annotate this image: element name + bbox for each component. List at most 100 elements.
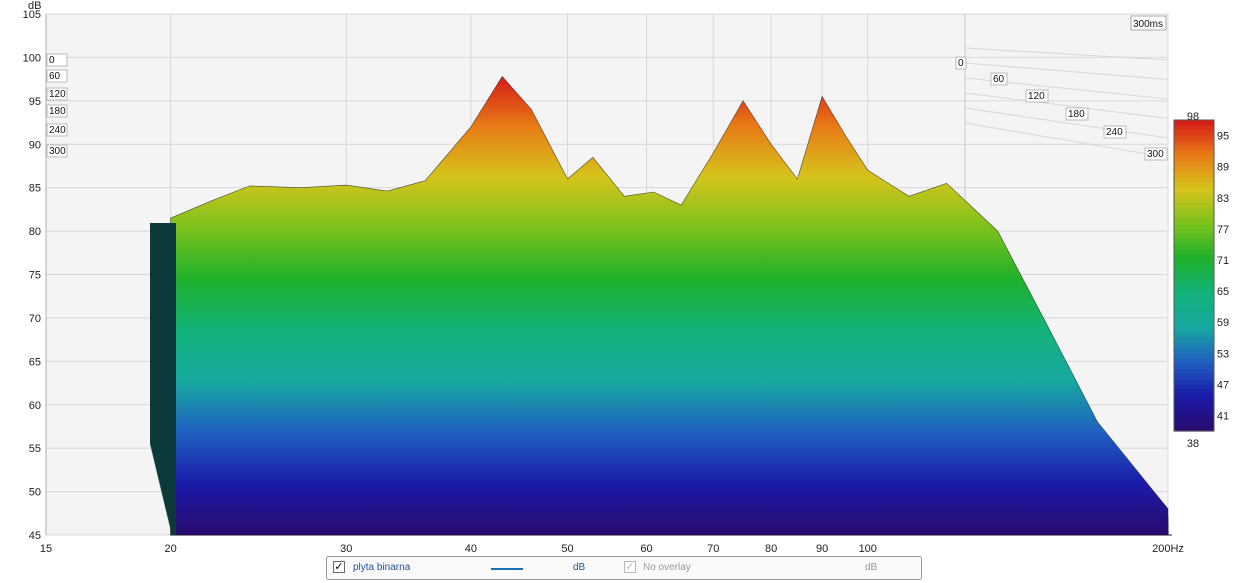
x-tick-label: 40 bbox=[465, 543, 477, 555]
color-scale-segment bbox=[1174, 265, 1214, 271]
time-label-right: 240 bbox=[1103, 125, 1127, 139]
color-scale-segment bbox=[1174, 239, 1214, 245]
y-axis: 105 100 95 90 85 80 75 70 65 60 55 50 45 bbox=[23, 9, 41, 542]
y-tick-label: 55 bbox=[29, 443, 41, 455]
color-scale-label: 77 bbox=[1217, 224, 1229, 236]
x-tick-label: 30 bbox=[340, 543, 352, 555]
color-scale-segment bbox=[1174, 373, 1214, 380]
color-scale-segment bbox=[1174, 202, 1214, 209]
surface-side bbox=[150, 223, 176, 535]
svg-text:120: 120 bbox=[49, 89, 66, 100]
overlay-label: No overlay bbox=[643, 562, 691, 573]
x-axis: 15 20 30 40 50 60 70 80 90 100 200Hz bbox=[40, 543, 1184, 555]
color-scale-segment bbox=[1174, 311, 1214, 318]
svg-text:180: 180 bbox=[49, 106, 66, 117]
time-label-right: 120 bbox=[1025, 89, 1049, 103]
svg-text:0: 0 bbox=[49, 55, 55, 66]
color-scale-segment bbox=[1174, 316, 1214, 323]
time-label-left: 240 bbox=[46, 123, 68, 137]
color-scale-segment bbox=[1174, 125, 1214, 131]
color-scale-segment bbox=[1174, 208, 1214, 214]
x-tick-label: 20 bbox=[164, 543, 176, 555]
color-scale-segment bbox=[1174, 410, 1214, 417]
color-scale-label: 41 bbox=[1217, 410, 1229, 422]
color-scale-segment bbox=[1174, 213, 1214, 220]
svg-text:60: 60 bbox=[993, 74, 1005, 85]
color-scale-segment bbox=[1174, 130, 1214, 137]
color-scale-segment bbox=[1174, 145, 1214, 152]
color-scale-label: 98 bbox=[1187, 111, 1199, 123]
svg-text:240: 240 bbox=[1106, 127, 1123, 138]
color-scale-segment bbox=[1174, 301, 1214, 308]
y-tick-label: 50 bbox=[29, 487, 41, 499]
color-scale-segment bbox=[1174, 291, 1214, 297]
x-tick-label: 200Hz bbox=[1152, 543, 1184, 555]
color-scale-label: 59 bbox=[1217, 317, 1229, 329]
legend-bar: ✓ plyta binarna dB ✓ No overlay dB bbox=[326, 556, 922, 580]
grid-line-depth bbox=[964, 122, 1169, 158]
svg-text:240: 240 bbox=[49, 125, 66, 136]
color-scale-segment bbox=[1174, 425, 1214, 432]
color-scale-segment bbox=[1174, 322, 1214, 328]
time-axis: 0 60 120 180 240 300 0 60 120 180 240 300 bbox=[46, 53, 1168, 161]
color-scale-segment bbox=[1174, 218, 1214, 225]
x-tick-label: 60 bbox=[640, 543, 652, 555]
overlay-checkbox[interactable]: ✓ bbox=[624, 560, 636, 573]
y-tick-label: 65 bbox=[29, 356, 41, 368]
grid-line-depth bbox=[964, 107, 1169, 139]
color-scale-segment bbox=[1174, 399, 1214, 406]
color-scale-segment bbox=[1174, 332, 1214, 339]
series-unit: dB bbox=[573, 562, 586, 573]
time-label-right: 300 bbox=[1144, 147, 1168, 161]
svg-text:300: 300 bbox=[49, 146, 66, 157]
x-tick-label: 50 bbox=[561, 543, 573, 555]
svg-text:300ms: 300ms bbox=[1133, 19, 1163, 30]
color-scale-segment bbox=[1174, 363, 1214, 370]
color-scale-segment bbox=[1174, 156, 1214, 163]
color-scale-segment bbox=[1174, 192, 1214, 199]
overlay-unit: dB bbox=[865, 562, 878, 573]
color-scale-segment bbox=[1174, 296, 1214, 303]
color-scale-segment bbox=[1174, 234, 1214, 240]
color-scale-segment bbox=[1174, 348, 1214, 354]
series-checkbox[interactable]: ✓ bbox=[333, 560, 345, 573]
series-name: plyta binarna bbox=[353, 562, 411, 573]
svg-text:60: 60 bbox=[49, 71, 61, 82]
time-max-box: 300ms bbox=[1130, 15, 1167, 31]
grid-line-depth bbox=[964, 92, 1169, 119]
x-tick-label: 15 bbox=[40, 543, 52, 555]
color-scale-segment bbox=[1174, 120, 1214, 126]
color-scale-label: 38 bbox=[1187, 438, 1199, 450]
color-scale-segment bbox=[1174, 197, 1214, 204]
color-scale-segment bbox=[1174, 228, 1214, 235]
color-scale-segment bbox=[1174, 306, 1214, 313]
color-scale-segment bbox=[1174, 384, 1214, 391]
color-scale-segment bbox=[1174, 249, 1214, 256]
color-scale: 98 95 89 83 77 71 65 59 53 47 41 38 bbox=[1173, 111, 1229, 450]
color-scale-segment bbox=[1174, 353, 1214, 360]
time-label-right: 0 bbox=[955, 56, 967, 70]
y-unit-label: dB bbox=[28, 0, 41, 12]
x-tick-label: 90 bbox=[816, 543, 828, 555]
y-tick-label: 45 bbox=[29, 530, 41, 542]
color-scale-label: 71 bbox=[1217, 255, 1229, 267]
y-tick-label: 105 bbox=[23, 9, 41, 21]
waterfall-surface bbox=[150, 75, 1172, 536]
grid-line-depth bbox=[964, 62, 1169, 80]
color-scale-segment bbox=[1174, 259, 1214, 266]
color-scale-segment bbox=[1174, 389, 1214, 396]
time-label-right: 60 bbox=[990, 72, 1008, 86]
time-label-right: 180 bbox=[1065, 107, 1089, 121]
svg-text:0: 0 bbox=[958, 58, 964, 69]
color-scale-segment bbox=[1174, 405, 1214, 411]
y-tick-label: 70 bbox=[29, 313, 41, 325]
color-scale-segment bbox=[1174, 140, 1214, 147]
color-scale-segment bbox=[1174, 358, 1214, 365]
color-scale-segment bbox=[1174, 415, 1214, 422]
color-scale-segment bbox=[1174, 151, 1214, 157]
color-scale-segment bbox=[1174, 182, 1214, 188]
color-scale-segment bbox=[1174, 223, 1214, 230]
color-scale-segment bbox=[1174, 342, 1214, 349]
time-label-left: 120 bbox=[46, 87, 68, 101]
y-tick-label: 80 bbox=[29, 226, 41, 238]
